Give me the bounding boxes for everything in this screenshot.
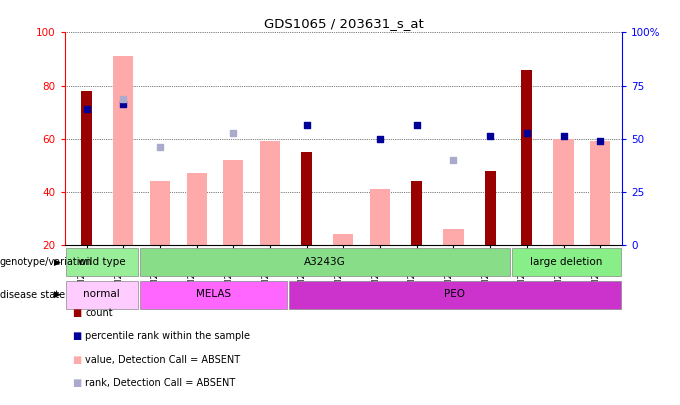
- Point: [375, 135, 386, 142]
- Point: [411, 122, 422, 129]
- Text: ■: ■: [72, 331, 82, 341]
- Text: normal: normal: [84, 289, 120, 299]
- Text: large deletion: large deletion: [530, 257, 602, 266]
- Point: [522, 130, 532, 136]
- Bar: [140, 248, 509, 276]
- Text: A3243G: A3243G: [304, 257, 345, 266]
- Text: rank, Detection Call = ABSENT: rank, Detection Call = ABSENT: [85, 378, 235, 388]
- Bar: [289, 281, 621, 309]
- Text: disease state: disease state: [0, 290, 65, 300]
- Bar: [66, 248, 138, 276]
- Bar: [81, 91, 92, 245]
- Bar: [301, 152, 312, 245]
- Bar: [554, 139, 574, 245]
- Point: [485, 133, 496, 139]
- Point: [118, 96, 129, 102]
- Bar: [333, 234, 354, 245]
- Text: count: count: [85, 308, 113, 318]
- Point: [558, 133, 569, 139]
- Bar: [485, 171, 496, 245]
- Text: percentile rank within the sample: percentile rank within the sample: [85, 331, 250, 341]
- Text: PEO: PEO: [445, 289, 465, 299]
- Point: [154, 143, 165, 150]
- Bar: [140, 281, 286, 309]
- Text: genotype/variation: genotype/variation: [0, 257, 92, 267]
- Point: [301, 122, 312, 129]
- Text: ▶: ▶: [54, 290, 61, 299]
- Bar: [150, 181, 170, 245]
- Bar: [223, 160, 243, 245]
- Bar: [512, 248, 621, 276]
- Title: GDS1065 / 203631_s_at: GDS1065 / 203631_s_at: [264, 17, 423, 30]
- Bar: [370, 189, 390, 245]
- Bar: [411, 181, 422, 245]
- Bar: [186, 173, 207, 245]
- Bar: [443, 229, 464, 245]
- Bar: [66, 281, 138, 309]
- Point: [448, 157, 459, 163]
- Point: [118, 101, 129, 107]
- Bar: [113, 56, 133, 245]
- Text: MELAS: MELAS: [196, 289, 231, 299]
- Bar: [522, 70, 532, 245]
- Bar: [590, 141, 610, 245]
- Text: ■: ■: [72, 355, 82, 365]
- Bar: [260, 141, 280, 245]
- Point: [595, 138, 606, 145]
- Text: wild type: wild type: [78, 257, 126, 266]
- Text: ▶: ▶: [54, 258, 61, 267]
- Point: [228, 130, 239, 136]
- Point: [81, 106, 92, 113]
- Text: ■: ■: [72, 308, 82, 318]
- Text: value, Detection Call = ABSENT: value, Detection Call = ABSENT: [85, 355, 240, 365]
- Text: ■: ■: [72, 378, 82, 388]
